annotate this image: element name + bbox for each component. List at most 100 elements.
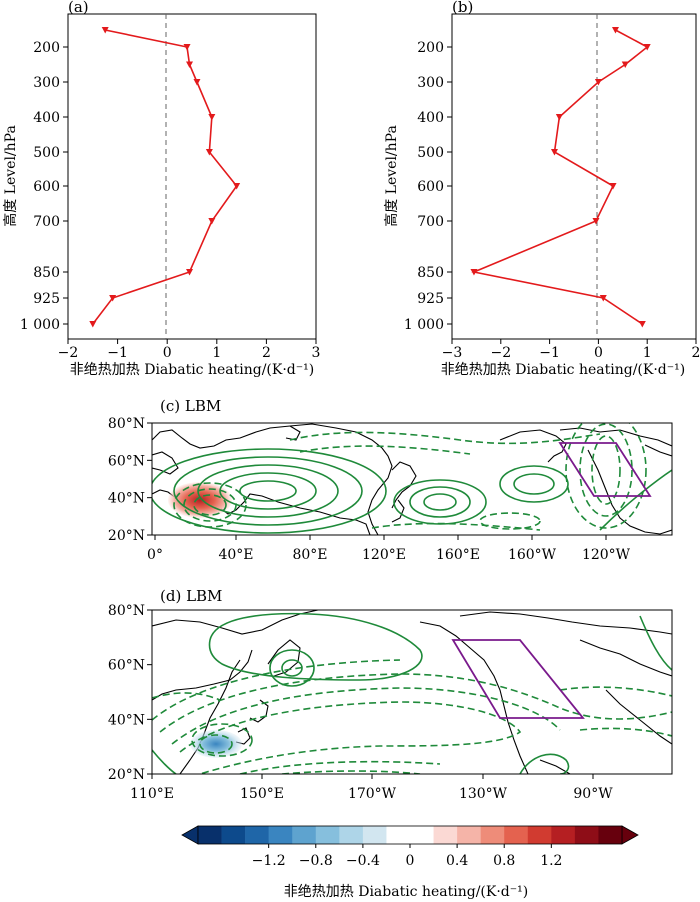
- panel-b-series: [470, 27, 651, 328]
- panel-b-data-point: [621, 61, 629, 68]
- panel-a-data-point: [186, 61, 194, 68]
- colorbar-cell: [292, 826, 317, 844]
- panel-a-data-point: [208, 218, 216, 225]
- panel-d-plot-area: [152, 610, 672, 774]
- panel-b-data-point: [643, 44, 651, 51]
- panel-a-ytick-label: 850: [33, 265, 60, 281]
- colorbar-tick-label: −1.2: [252, 853, 286, 869]
- panel-a-data-point: [233, 183, 241, 190]
- panel-a-y-axis: 200 300 400 500 600 700 850 925 1 000: [20, 40, 68, 333]
- panel-c-lon-tick-label: 40°E: [218, 547, 253, 563]
- panel-d-lat-tick-label: 40°N: [108, 712, 145, 728]
- panel-d-lon-axis: 110°E 150°E 170°W 130°W 90°W: [130, 774, 613, 802]
- panel-a-xtick-label: −1: [107, 345, 128, 361]
- colorbar-cell: [410, 826, 434, 844]
- panel-c-lon-tick-label: 160°W: [508, 547, 557, 563]
- panel-b-data-point: [594, 79, 602, 86]
- colorbar-tick-label: −0.8: [299, 853, 333, 869]
- panel-d-positive-contours: [152, 612, 672, 774]
- panel-c-lon-axis: 0° 40°E 80°E 120°E 160°E 160°W 120°W: [147, 535, 631, 563]
- panel-c-plot-area: [152, 423, 672, 535]
- panel-d-lat-axis: 80°N 60°N 40°N 20°N: [108, 603, 152, 783]
- colorbar-cell: [480, 826, 505, 844]
- panel-b-xtick-label: −2: [490, 345, 511, 361]
- panel-a-ytick-label: 600: [33, 179, 60, 195]
- panel-a-ytick-label: 400: [33, 110, 60, 126]
- panel-b-ytick-label: 400: [417, 110, 444, 126]
- panel-c-label: (c) LBM: [160, 397, 221, 415]
- panel-a-series: [89, 27, 241, 328]
- panel-b-xtick-label: −1: [539, 345, 560, 361]
- colorbar-tick-label: 0.4: [446, 853, 468, 869]
- panel-a-ytick-label: 500: [33, 145, 60, 161]
- panel-c-lat-tick-label: 20°N: [108, 528, 145, 544]
- panel-a-data-point: [109, 295, 117, 302]
- panel-c-frame: [151, 422, 673, 536]
- panel-b-ytick-label: 925: [417, 291, 444, 307]
- panel-b-xtick-label: −3: [442, 345, 463, 361]
- panel-a-frame: [67, 13, 317, 340]
- panel-c-region-box: [558, 442, 652, 497]
- panel-d-region-box: [451, 639, 585, 719]
- panel-a-ylabel: 高度 Level/hPa: [2, 125, 19, 227]
- colorbar-extend-max: [621, 825, 639, 845]
- panel-a-ytick-label: 925: [33, 291, 60, 307]
- panel-b-data-point: [550, 149, 558, 156]
- panel-a: (a) 200 300 400 500 600 700 850 925 1 000 −2 −1 0 1…: [2, 0, 320, 378]
- panel-c-lon-tick-label: 80°E: [292, 547, 327, 563]
- colorbar-cell: [362, 826, 387, 844]
- colorbar-cell: [339, 826, 364, 844]
- colorbar-cell: [433, 826, 458, 844]
- panel-d-lat-tick-label: 60°N: [108, 658, 145, 674]
- colorbar-cells: [181, 825, 639, 845]
- panel-c-lon-tick-label: 0°: [147, 547, 163, 563]
- colorbar-cell: [504, 826, 529, 844]
- panel-d-lon-tick-label: 110°E: [130, 786, 174, 802]
- colorbar-cell: [386, 826, 411, 844]
- panel-d-lon-tick-label: 90°W: [573, 786, 613, 802]
- colorbar-cell: [268, 826, 293, 844]
- colorbar-cell: [245, 826, 269, 844]
- colorbar-tick-label: 0: [406, 853, 415, 869]
- panel-c-lat-axis: 80°N 60°N 40°N 20°N: [108, 416, 152, 544]
- colorbar-tick-label: 1.2: [540, 853, 562, 869]
- panel-b-data-point: [470, 269, 478, 276]
- panel-b-x-axis: −3 −2 −1 0 1 2: [442, 339, 700, 361]
- panel-a-data-point: [208, 114, 216, 121]
- panel-a-data-point: [186, 269, 194, 276]
- colorbar-cell: [457, 826, 481, 844]
- panel-a-data-point: [205, 149, 213, 156]
- panel-b: (b) 200 300 400 500 600 700 850 925 1 000 −3 −2 −1…: [383, 0, 700, 378]
- panel-b-ytick-label: 850: [417, 265, 444, 281]
- panel-d-lat-tick-label: 20°N: [108, 767, 145, 783]
- panel-b-ytick-label: 700: [417, 214, 444, 230]
- panel-a-xtick-label: 0: [163, 345, 172, 361]
- panel-b-data-point: [599, 295, 607, 302]
- panel-a-xtick-label: 2: [262, 345, 271, 361]
- panel-d-lon-tick-label: 170°W: [348, 786, 397, 802]
- panel-b-frame: [451, 13, 697, 340]
- panel-b-data-point: [611, 27, 619, 34]
- panel-a-data-point: [193, 79, 201, 86]
- panel-b-data-point: [555, 114, 563, 121]
- panel-b-ytick-label: 300: [417, 75, 444, 91]
- panel-d-negative-contours: [152, 659, 672, 774]
- panel-b-series-line: [471, 29, 649, 325]
- panel-b-y-axis: 200 300 400 500 600 700 850 925 1 000: [404, 40, 452, 333]
- panel-a-ytick-label: 700: [33, 214, 60, 230]
- panel-c-negative-contours: [173, 423, 647, 531]
- panel-b-ytick-label: 500: [417, 145, 444, 161]
- panel-d-frame: [151, 609, 673, 775]
- colorbar-tick-label: −0.4: [346, 853, 380, 869]
- panel-c-lon-tick-label: 160°E: [436, 547, 480, 563]
- colorbar-ticks: −1.2 −0.8 −0.4 0 0.4 0.8 1.2: [252, 844, 562, 869]
- panel-a-x-axis: −2 −1 0 1 2 3: [58, 339, 320, 361]
- panel-d-lat-tick-label: 80°N: [108, 603, 145, 619]
- panel-a-data-point: [89, 321, 97, 328]
- panel-a-ytick-label: 200: [33, 40, 60, 56]
- panel-c-lat-tick-label: 40°N: [108, 491, 145, 507]
- colorbar-label: 非绝热加热 Diabatic heating/(K·d⁻¹): [284, 884, 528, 900]
- panel-a-xtick-label: −2: [58, 345, 79, 361]
- panel-c-lat-tick-label: 80°N: [108, 416, 145, 432]
- panel-c-lon-tick-label: 120°W: [582, 547, 631, 563]
